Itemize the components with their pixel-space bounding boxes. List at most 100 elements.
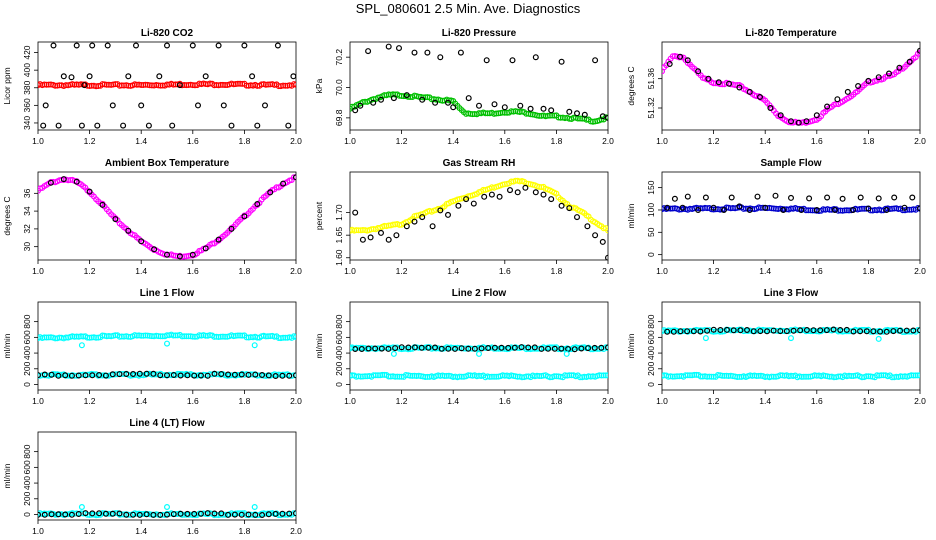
data-point bbox=[241, 42, 248, 49]
y-tick-label: 800 bbox=[22, 314, 32, 328]
x-tick-label: 1.8 bbox=[862, 396, 874, 406]
data-point bbox=[438, 345, 445, 352]
data-point bbox=[109, 371, 116, 378]
data-point bbox=[750, 328, 757, 335]
data-point bbox=[770, 327, 777, 334]
data-point bbox=[86, 188, 93, 195]
data-point bbox=[684, 193, 691, 200]
data-point bbox=[378, 345, 385, 352]
plot-series bbox=[38, 42, 296, 129]
x-tick-label: 1.8 bbox=[550, 396, 562, 406]
data-point bbox=[598, 344, 605, 351]
data-point bbox=[662, 68, 665, 75]
data-point bbox=[476, 350, 483, 357]
y-axis-label: degrees C bbox=[626, 66, 636, 105]
data-point bbox=[671, 195, 678, 202]
data-point bbox=[228, 122, 235, 129]
data-point bbox=[806, 195, 813, 202]
y-tick-label: 340 bbox=[22, 116, 32, 130]
x-tick-label: 1.8 bbox=[550, 266, 562, 276]
y-tick-label: 200 bbox=[22, 491, 32, 505]
data-point bbox=[123, 511, 130, 518]
data-point bbox=[777, 112, 784, 119]
data-point bbox=[189, 251, 196, 258]
data-point bbox=[225, 371, 232, 378]
data-point bbox=[424, 49, 431, 56]
plot-frame bbox=[37, 171, 297, 261]
data-point bbox=[551, 345, 558, 352]
data-point bbox=[697, 328, 704, 335]
data-point bbox=[150, 370, 157, 377]
y-axis-label: percent bbox=[314, 201, 324, 230]
data-point bbox=[211, 370, 218, 377]
data-point bbox=[96, 510, 103, 517]
y-tick-label: 51.36 bbox=[646, 68, 656, 90]
data-point bbox=[352, 209, 359, 216]
data-point bbox=[730, 327, 737, 334]
x-tick-label: 1.8 bbox=[238, 526, 250, 536]
y-tick-label: 600 bbox=[22, 460, 32, 474]
data-point bbox=[702, 335, 709, 342]
data-point bbox=[458, 345, 465, 352]
x-tick-label: 2.0 bbox=[602, 136, 614, 146]
data-point bbox=[279, 510, 286, 517]
data-point bbox=[830, 326, 837, 333]
data-point bbox=[896, 327, 903, 334]
data-point bbox=[823, 327, 830, 334]
data-point bbox=[548, 196, 555, 203]
data-point bbox=[883, 207, 890, 214]
data-point bbox=[274, 42, 281, 49]
data-point bbox=[702, 194, 709, 201]
x-tick-label: 2.0 bbox=[602, 396, 614, 406]
data-point bbox=[251, 504, 258, 511]
data-point bbox=[717, 327, 724, 334]
data-point bbox=[584, 223, 591, 230]
data-point bbox=[602, 372, 608, 379]
data-point bbox=[762, 204, 769, 211]
x-tick-label: 1.2 bbox=[708, 136, 720, 146]
x-tick-label: 1.6 bbox=[187, 396, 199, 406]
data-point bbox=[419, 96, 426, 103]
data-point bbox=[710, 204, 717, 211]
data-point bbox=[372, 345, 379, 352]
data-point bbox=[130, 511, 137, 518]
data-point bbox=[803, 327, 810, 334]
data-point bbox=[605, 344, 608, 351]
plot-title: Li-820 CO2 bbox=[141, 28, 194, 39]
data-point bbox=[780, 207, 787, 214]
data-point bbox=[138, 238, 145, 245]
data-point bbox=[772, 192, 779, 199]
data-point bbox=[875, 74, 882, 81]
data-point bbox=[865, 77, 872, 84]
data-point bbox=[393, 232, 400, 239]
data-point bbox=[358, 346, 365, 353]
plot-series bbox=[662, 47, 920, 126]
x-tick-label: 1.6 bbox=[499, 266, 511, 276]
data-point bbox=[245, 371, 252, 378]
data-point bbox=[787, 118, 794, 125]
y-axis-label: ml/min bbox=[626, 203, 636, 228]
x-tick-label: 1.0 bbox=[344, 266, 356, 276]
data-point bbox=[429, 223, 436, 230]
data-point bbox=[437, 207, 444, 214]
data-point bbox=[385, 43, 392, 50]
y-tick-label: 70.0 bbox=[334, 79, 344, 96]
data-point bbox=[42, 102, 49, 109]
data-point bbox=[843, 326, 850, 333]
data-point bbox=[463, 196, 470, 203]
x-tick-label: 1.6 bbox=[187, 136, 199, 146]
data-point bbox=[664, 328, 671, 335]
data-point bbox=[875, 195, 882, 202]
data-point bbox=[437, 54, 444, 61]
data-point bbox=[664, 204, 671, 211]
data-point bbox=[481, 193, 488, 200]
data-point bbox=[241, 213, 248, 220]
data-point bbox=[584, 345, 591, 352]
data-point bbox=[605, 372, 608, 379]
data-point bbox=[605, 227, 608, 234]
y-tick-label: 380 bbox=[22, 80, 32, 94]
plot-series bbox=[350, 177, 608, 260]
x-tick-label: 2.0 bbox=[290, 396, 302, 406]
data-point bbox=[82, 372, 89, 379]
data-point bbox=[78, 504, 85, 511]
